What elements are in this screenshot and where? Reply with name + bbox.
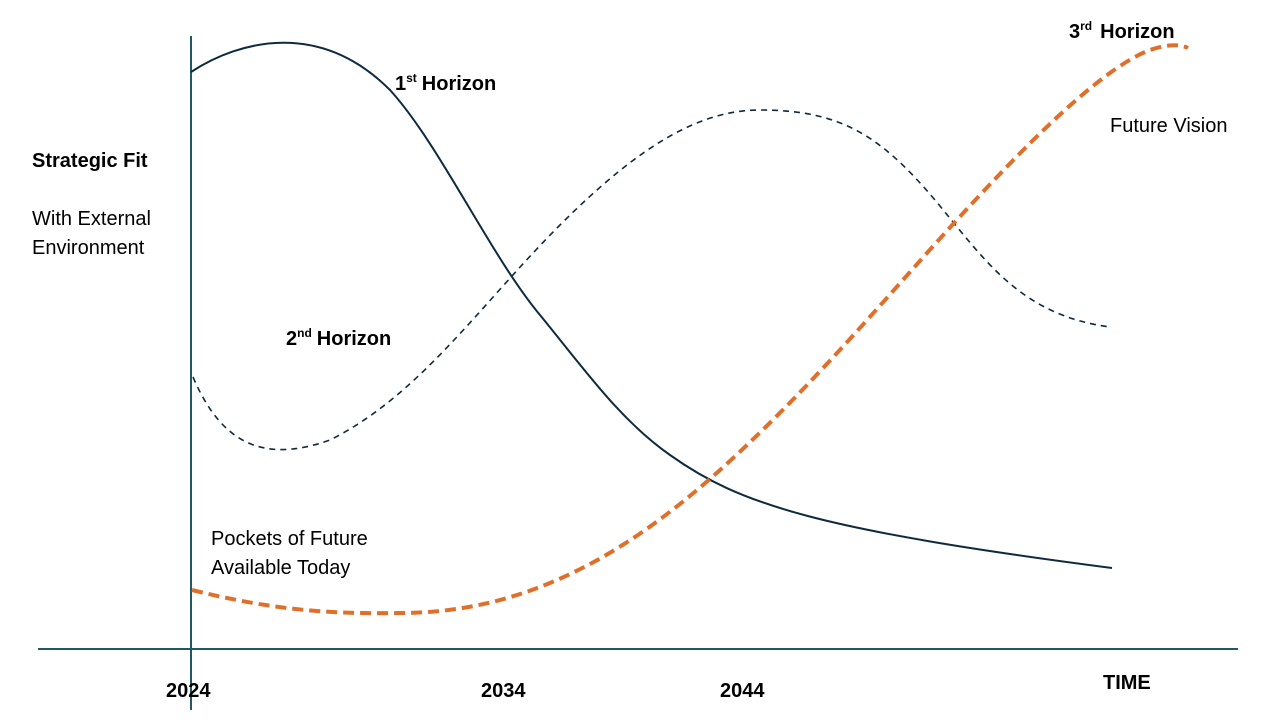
horizon-2-suffix: nd [297,326,312,340]
horizon-1-curve [190,41,1113,569]
x-tick-2024: 2024 [166,680,211,702]
y-axis-subtitle-line-2: Environment [32,237,145,259]
pockets-label-line-2: Available Today [211,557,350,579]
horizon-3-label: 3rd Horizon [1069,19,1175,43]
future-vision-label: Future Vision [1110,115,1227,137]
y-axis-subtitle-line-1: With External [32,208,151,230]
horizon-3-text: Horizon [1100,21,1174,43]
pockets-label-line-1: Pockets of Future [211,528,368,550]
horizon-3-curve [191,43,1189,616]
horizon-1-number: 1 [395,73,406,95]
x-tick-2044: 2044 [720,680,765,702]
x-axis-label: TIME [1103,672,1151,694]
horizon-2-text: Horizon [317,328,391,350]
x-tick-2034: 2034 [481,680,526,702]
horizon-1-label: 1st Horizon [395,71,496,95]
y-axis-title: Strategic Fit [32,150,148,172]
horizon-3-suffix: rd [1080,19,1092,33]
horizon-2-label: 2nd Horizon [286,326,391,350]
horizon-2-number: 2 [286,328,297,350]
horizon-3-number: 3 [1069,21,1080,43]
horizon-2-curve [192,109,1111,451]
horizon-1-suffix: st [406,71,417,85]
horizon-1-text: Horizon [422,73,496,95]
